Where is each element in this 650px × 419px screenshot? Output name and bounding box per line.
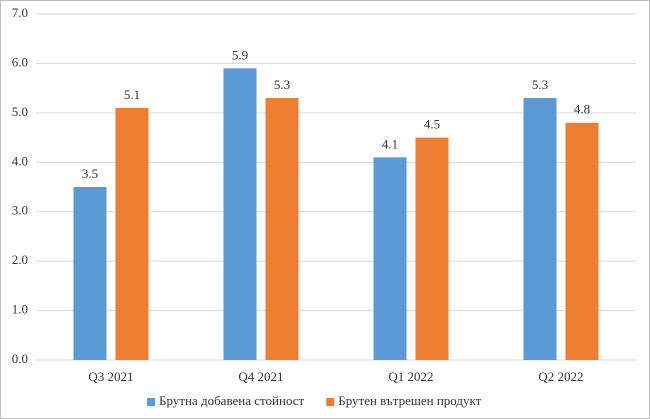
data-label: 5.1 xyxy=(124,87,140,102)
bar xyxy=(265,98,299,361)
x-tick-label: Q3 2021 xyxy=(88,369,133,384)
y-tick-label: 4.0 xyxy=(12,153,28,168)
legend-label: Брутна добавена стойност xyxy=(159,393,305,408)
bar xyxy=(115,107,149,361)
x-tick-label: Q1 2022 xyxy=(388,369,433,384)
legend-label: Брутен вътрешен продукт xyxy=(338,393,481,408)
y-tick-label: 2.0 xyxy=(12,252,28,267)
data-label: 4.8 xyxy=(574,102,590,117)
legend-swatch xyxy=(326,398,335,406)
bar xyxy=(373,157,407,360)
y-tick-label: 7.0 xyxy=(12,5,28,20)
data-label: 5.3 xyxy=(532,77,548,92)
data-label: 5.9 xyxy=(232,47,248,62)
bar xyxy=(565,122,599,360)
y-tick-label: 6.0 xyxy=(12,54,28,69)
x-tick-label: Q2 2022 xyxy=(538,369,583,384)
x-tick-label: Q4 2021 xyxy=(238,369,283,384)
legend-swatch xyxy=(147,398,155,406)
y-tick-label: 5.0 xyxy=(12,104,28,119)
data-label: 3.5 xyxy=(82,166,98,181)
bar xyxy=(415,137,449,360)
data-label: 5.3 xyxy=(274,77,290,92)
bar xyxy=(523,98,557,361)
bar xyxy=(223,68,257,360)
data-label: 4.1 xyxy=(382,136,398,151)
data-label: 4.5 xyxy=(424,117,440,132)
bar xyxy=(73,187,107,360)
y-tick-label: 1.0 xyxy=(12,302,28,317)
y-tick-label: 0.0 xyxy=(12,351,28,366)
y-tick-label: 3.0 xyxy=(12,203,28,218)
